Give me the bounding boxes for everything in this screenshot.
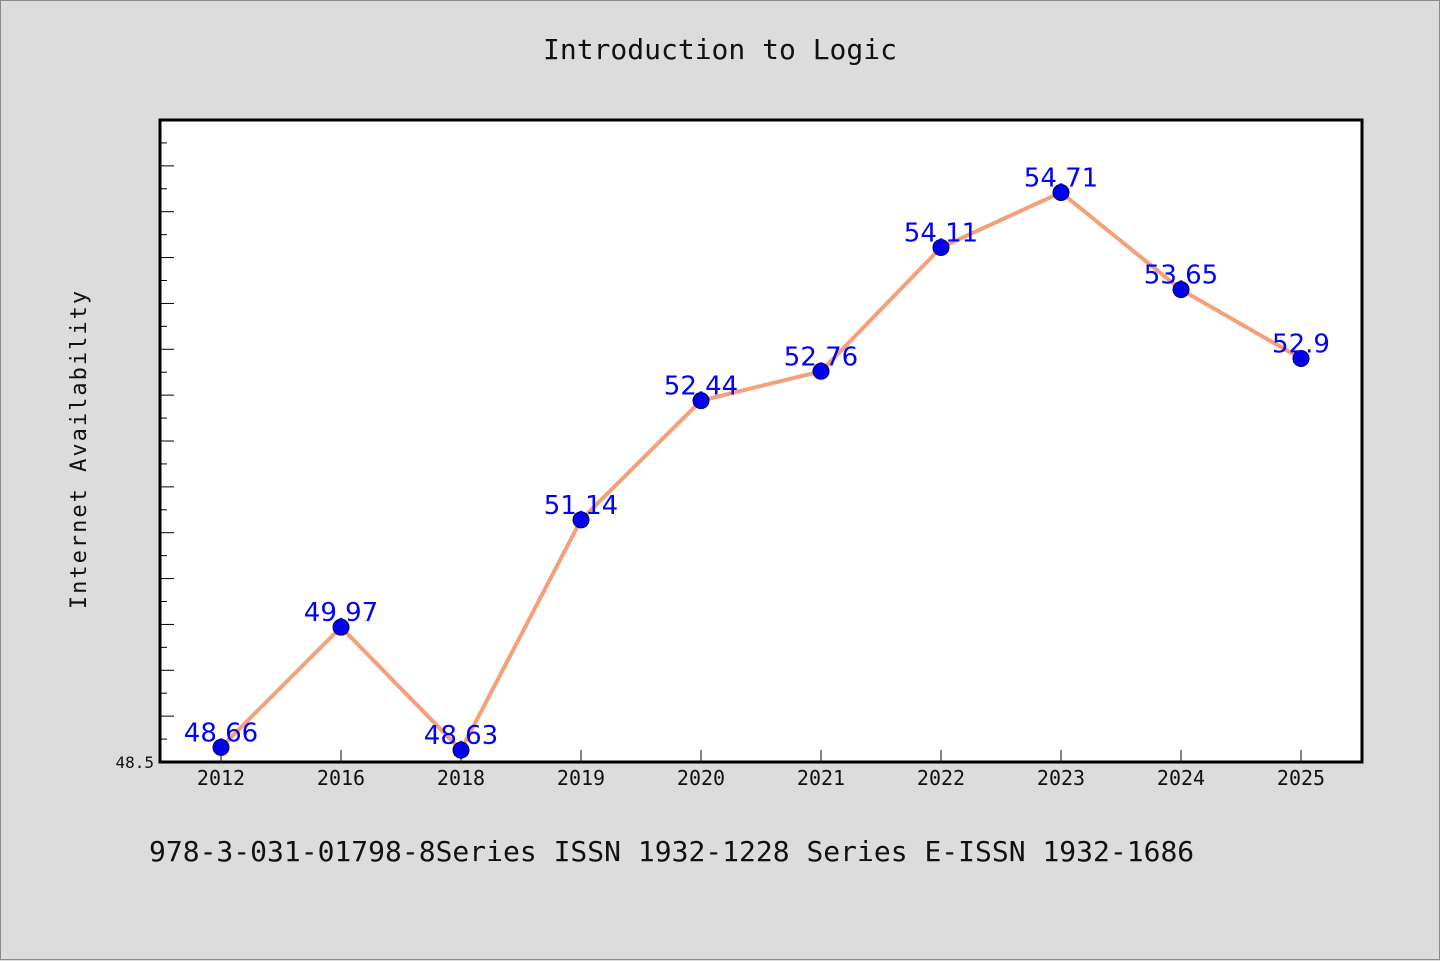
data-label: 48.63: [424, 721, 498, 751]
plot-area: [158, 118, 1364, 764]
data-point: [1172, 281, 1190, 299]
x-tick-label: 2024: [1157, 766, 1205, 790]
series-layer: 48.66 49.97 48.63 51.14 52.44 52.76 54.11 54.71…: [184, 163, 1330, 759]
x-tick-label: 2016: [317, 766, 365, 790]
data-point: [932, 238, 950, 256]
data-point: [452, 741, 470, 759]
x-tick-label: 2021: [797, 766, 845, 790]
data-label: 52.76: [784, 342, 858, 372]
data-point: [332, 618, 350, 636]
x-tick-label: 2019: [557, 766, 605, 790]
x-tick-label: 2022: [917, 766, 965, 790]
x-tick-label: 2018: [437, 766, 485, 790]
x-axis-ticks: 2012 2016 2018 2019 2020 2021 2022 2023 2024 2025: [197, 750, 1325, 790]
footer-text: 978-3-031-01798-8Series ISSN 1932-1228 S…: [149, 835, 1195, 868]
data-label: 54.71: [1024, 163, 1098, 193]
y-axis-label: Internet Availability: [67, 289, 92, 609]
data-point: [1292, 349, 1310, 367]
chart-title: Introduction to Logic: [542, 33, 897, 66]
data-label: 52.44: [664, 372, 738, 402]
data-label: 48.66: [184, 718, 258, 748]
data-point: [692, 392, 710, 410]
y-tick-label: 48.5: [115, 753, 154, 772]
data-label: 51.14: [544, 491, 618, 521]
data-point: [572, 511, 590, 529]
data-point: [1052, 183, 1070, 201]
x-tick-label: 2025: [1277, 766, 1325, 790]
y-axis-ticks: 48.5: [115, 142, 174, 772]
data-label: 53.65: [1144, 261, 1218, 291]
data-label: 54.11: [904, 218, 978, 248]
data-point: [212, 738, 230, 756]
x-tick-label: 2023: [1037, 766, 1085, 790]
x-tick-label: 2012: [197, 766, 245, 790]
x-tick-label: 2020: [677, 766, 725, 790]
series-line: [219, 190, 1302, 753]
data-point: [812, 362, 830, 380]
data-label: 52.9: [1272, 329, 1330, 359]
data-label: 49.97: [304, 598, 378, 628]
